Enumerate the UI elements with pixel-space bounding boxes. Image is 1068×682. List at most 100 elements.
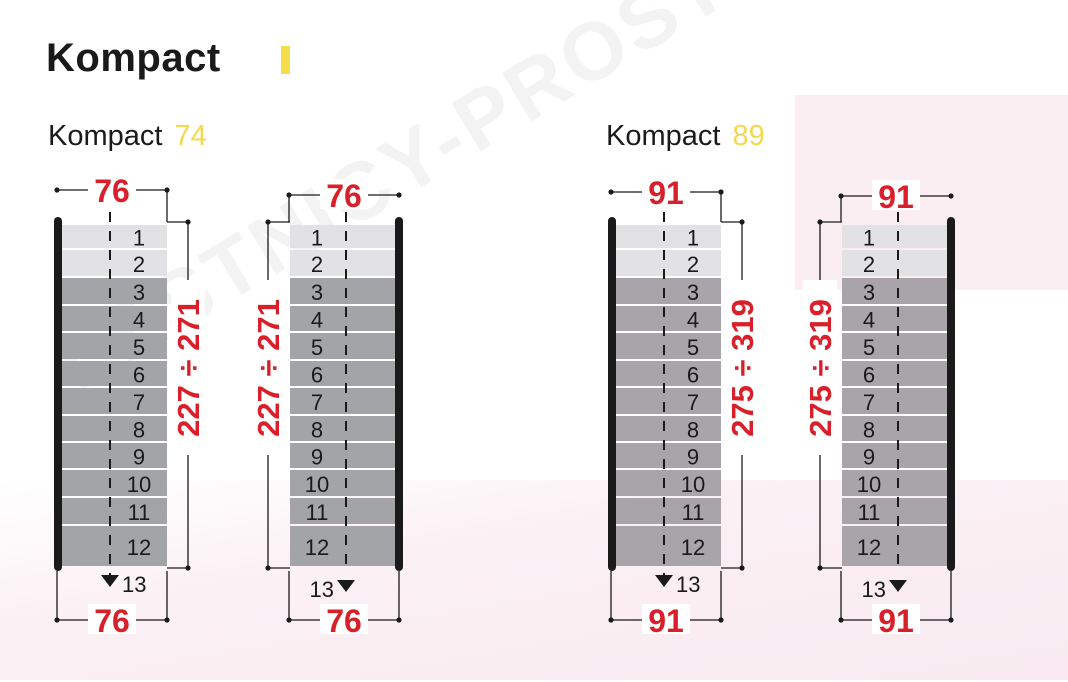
step (290, 225, 395, 248)
step-number: 10 (127, 472, 151, 497)
step (616, 225, 721, 248)
step-number: 9 (133, 445, 145, 470)
dimension-dot (396, 192, 402, 198)
down-arrow-icon (101, 575, 119, 587)
dimension-dot (817, 565, 823, 571)
bottom-width-label: 91 (648, 603, 684, 639)
step (290, 526, 395, 566)
step-number: 2 (687, 252, 699, 277)
step-number: 8 (863, 418, 875, 443)
step (842, 388, 947, 414)
step-number: 2 (863, 252, 875, 277)
step (842, 361, 947, 386)
step (62, 526, 167, 566)
step-number: 3 (863, 280, 875, 305)
dimension-dot (185, 565, 191, 571)
label-bg (88, 174, 136, 204)
step-number: 5 (687, 335, 699, 360)
step (842, 416, 947, 441)
step-number: 4 (311, 308, 323, 333)
height-range-label: 227 ÷ 271 (251, 299, 286, 437)
step-number: 10 (305, 472, 329, 497)
step (62, 306, 167, 331)
step (290, 306, 395, 331)
step-number: 3 (133, 280, 145, 305)
step-number: 8 (133, 418, 145, 443)
label-bg (320, 179, 368, 209)
label-bg (803, 280, 837, 455)
step-number: 7 (311, 390, 323, 415)
step-number: 9 (863, 445, 875, 470)
step-number: 1 (311, 226, 323, 251)
step (842, 306, 947, 331)
step-number: 6 (863, 363, 875, 388)
model-number: 89 (732, 120, 765, 152)
step (62, 443, 167, 468)
height-range-label: 227 ÷ 271 (171, 299, 206, 437)
step-number: 11 (306, 500, 329, 525)
step (62, 250, 167, 276)
down-arrow-icon (889, 580, 907, 592)
step-number: 1 (863, 226, 875, 251)
bottom-width-label: 91 (878, 603, 914, 639)
label-bg (251, 280, 285, 455)
step (62, 225, 167, 248)
dimension-dot (54, 187, 60, 193)
step (842, 333, 947, 359)
model-number: 74 (174, 120, 207, 152)
step-number: 4 (133, 308, 145, 333)
step (290, 470, 395, 496)
step (290, 416, 395, 441)
step-number: 7 (133, 390, 145, 415)
step-number: 5 (863, 335, 875, 360)
step (842, 470, 947, 496)
handrail (947, 217, 955, 571)
down-arrow-icon (655, 575, 673, 587)
step (290, 388, 395, 414)
step-number: 8 (687, 418, 699, 443)
step-number: 2 (133, 252, 145, 277)
dimension-dot (265, 565, 271, 571)
step-number: 10 (857, 472, 881, 497)
step-number: 3 (311, 280, 323, 305)
step-number: 3 (687, 280, 699, 305)
model-heading-74: Kompact 74 (48, 120, 207, 153)
step-number: 11 (858, 500, 881, 525)
step (290, 498, 395, 524)
step (842, 443, 947, 468)
step-number: 9 (687, 445, 699, 470)
step (290, 250, 395, 276)
label-bg (320, 604, 368, 634)
step-number: 1 (687, 226, 699, 251)
step (62, 470, 167, 496)
step (62, 498, 167, 524)
step (62, 333, 167, 359)
step (616, 250, 721, 276)
step (62, 361, 167, 386)
step (616, 443, 721, 468)
step (842, 498, 947, 524)
step (62, 278, 167, 304)
step-number: 12 (305, 535, 329, 560)
top-width-label: 76 (326, 178, 362, 214)
handrail (395, 217, 403, 571)
label-bg (872, 180, 920, 210)
step-number: 11 (128, 500, 151, 525)
exit-step-number: 13 (310, 577, 334, 602)
label-bg (642, 176, 690, 206)
step-number: 9 (311, 445, 323, 470)
height-range-label: 275 ÷ 319 (803, 299, 838, 437)
page-title: Kompact (46, 36, 221, 80)
handrail (54, 217, 62, 571)
step (842, 278, 947, 304)
label-bg (642, 604, 690, 634)
bottom-width-label: 76 (326, 603, 362, 639)
model-name: Kompact (48, 120, 163, 152)
step-number: 12 (127, 535, 151, 560)
top-width-label: 76 (94, 173, 130, 209)
top-width-label: 91 (648, 175, 684, 211)
